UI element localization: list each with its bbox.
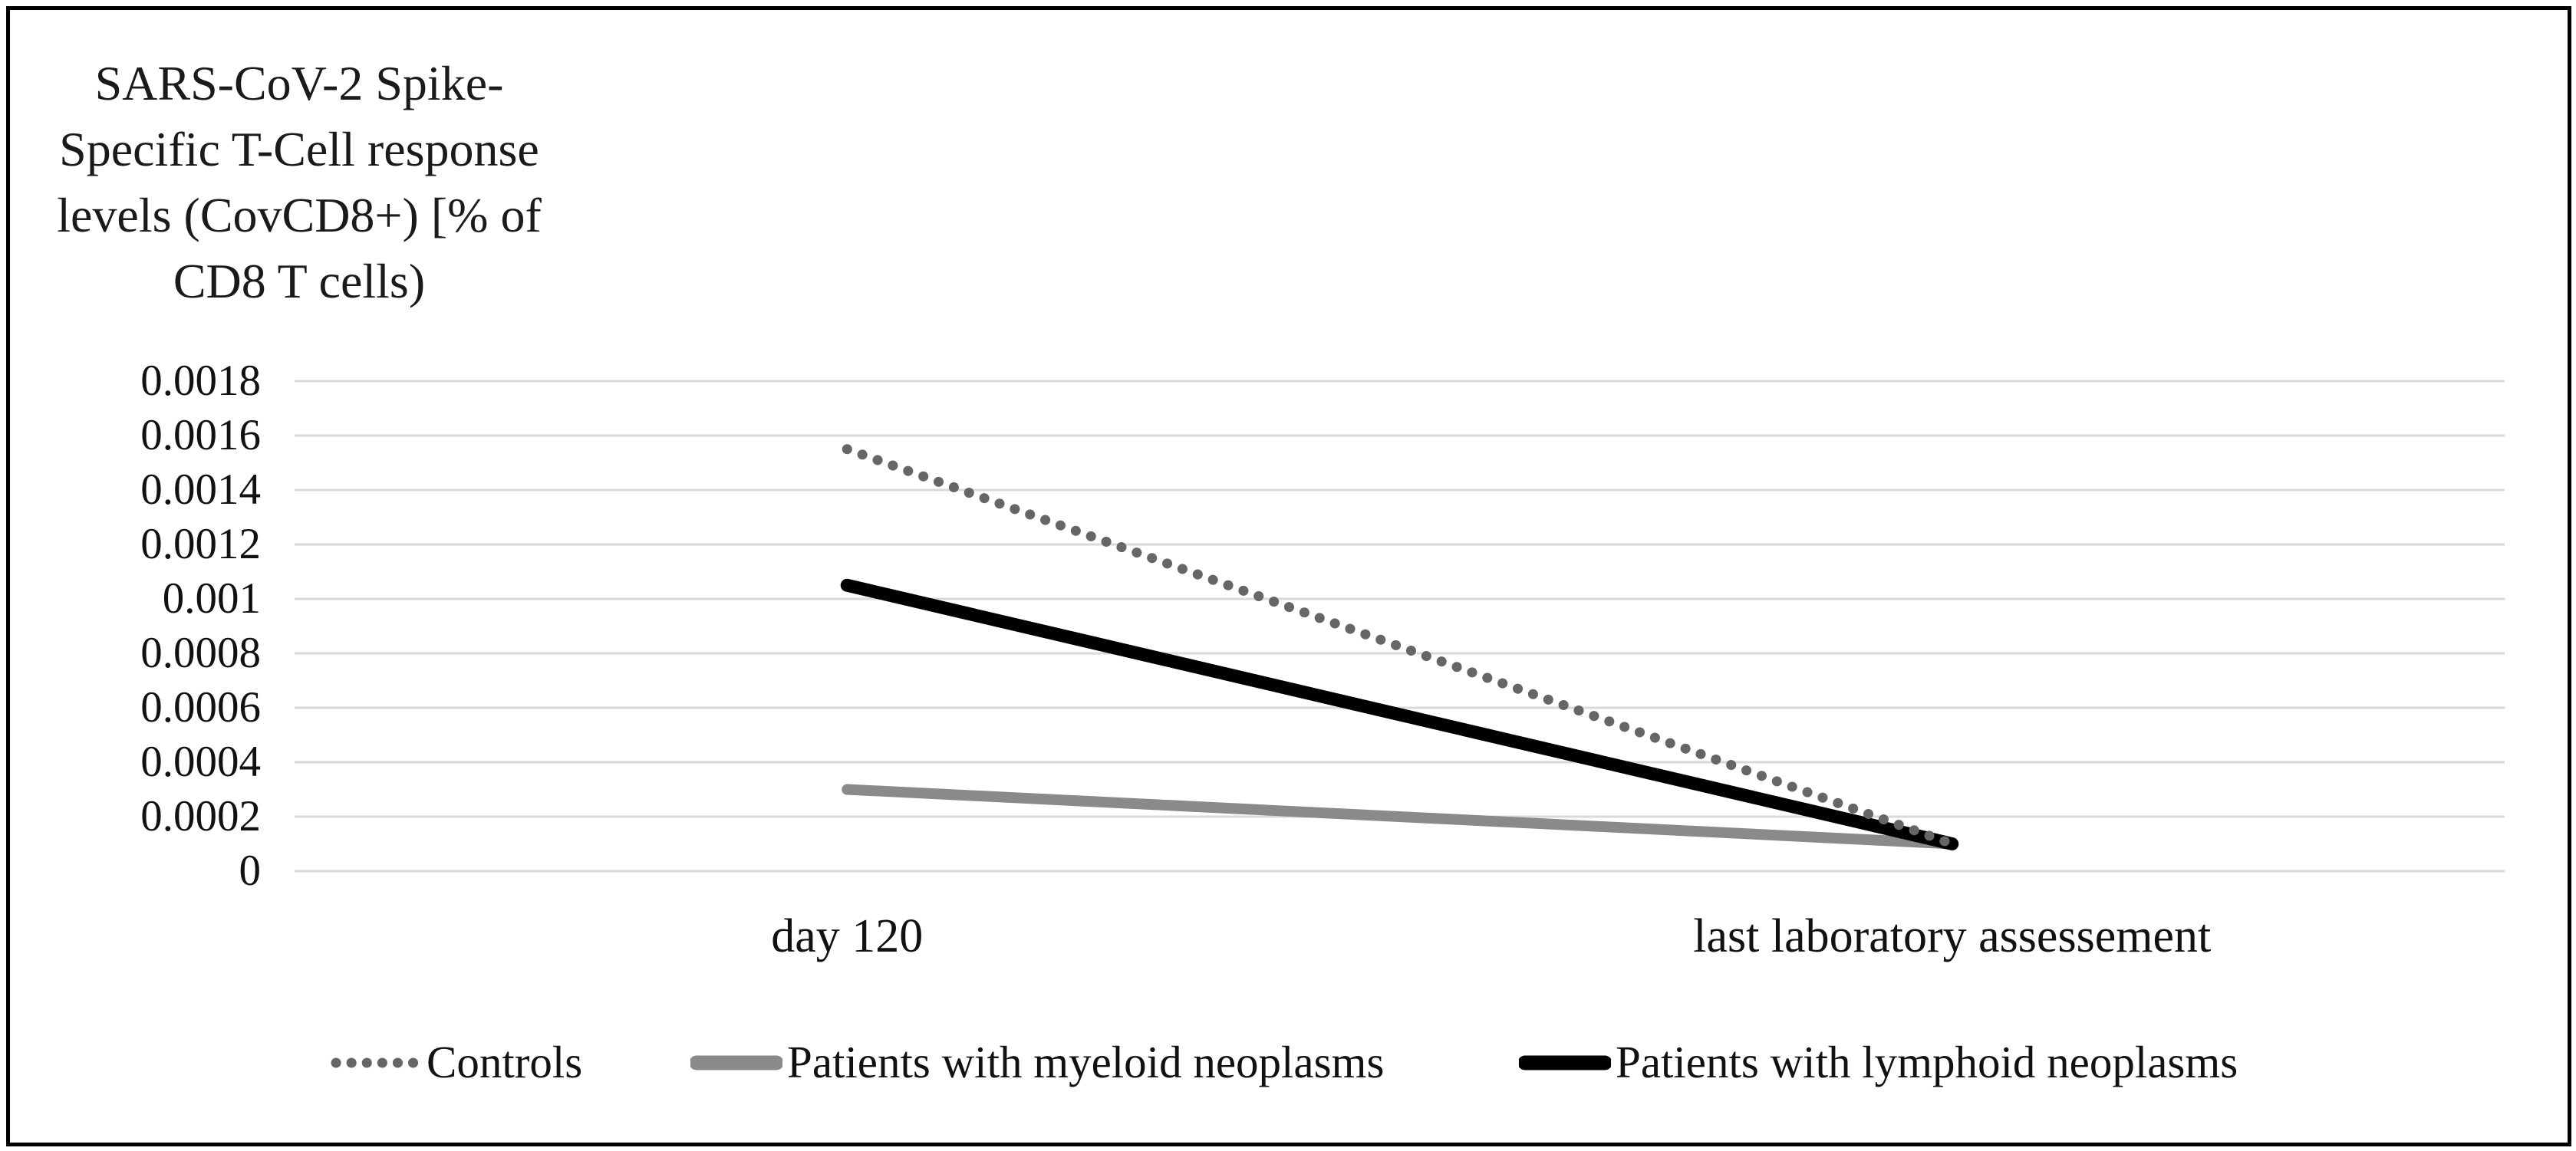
y-axis-tick-label: 0.0016: [140, 411, 261, 459]
gridlines: [295, 380, 2505, 873]
y-axis-tick-label: 0.0008: [140, 629, 261, 677]
legend-label: Controls: [427, 1037, 583, 1087]
y-axis-tick-label: 0.0004: [140, 738, 261, 786]
y-axis-title-line: CD8 T cells): [173, 254, 426, 308]
y-axis-title-line: Specific T-Cell response: [59, 122, 539, 176]
legend-label: Patients with myeloid neoplasms: [787, 1037, 1385, 1087]
legend-label: Patients with lymphoid neoplasms: [1616, 1037, 2238, 1087]
y-axis-tick-label: 0.0012: [140, 520, 261, 568]
solid-line-swatch: [690, 1055, 782, 1070]
figure-border: [6, 6, 2571, 1146]
y-axis-tick-label: 0.001: [162, 574, 261, 623]
data-series: [840, 444, 1959, 850]
y-axis-title-line: SARS-CoV-2 Spike-: [94, 56, 504, 110]
solid-line-swatch: [1519, 1055, 1611, 1070]
series-line-patients-with-myeloid-neoplasms: [842, 784, 1958, 850]
legend-item-patients-with-lymphoid-neoplasms: Patients with lymphoid neoplasms: [1519, 1037, 2238, 1087]
x-axis-category-label: last laboratory assessement: [1693, 910, 2212, 962]
y-axis-tick-label: 0: [239, 847, 262, 895]
legend-item-controls: Controls: [330, 1037, 582, 1087]
legend-item-patients-with-myeloid-neoplasms: Patients with myeloid neoplasms: [690, 1037, 1384, 1087]
dotted-line-swatch: [331, 1057, 421, 1068]
y-axis-tick-label: 0.0014: [140, 465, 261, 514]
y-axis-title-line: levels (CovCD8+) [% of: [57, 188, 542, 242]
series-line-patients-with-lymphoid-neoplasms: [840, 578, 1959, 850]
y-axis-tick-label: 0.0002: [140, 792, 261, 840]
x-axis-category-label: day 120: [771, 910, 924, 962]
y-axis-tick-label: 0.0018: [140, 357, 261, 405]
y-axis-tick-label: 0.0006: [140, 683, 261, 732]
series-line-controls: [842, 444, 1958, 849]
y-axis-title: SARS-CoV-2 Spike- Specific T-Cell respons…: [31, 51, 568, 314]
